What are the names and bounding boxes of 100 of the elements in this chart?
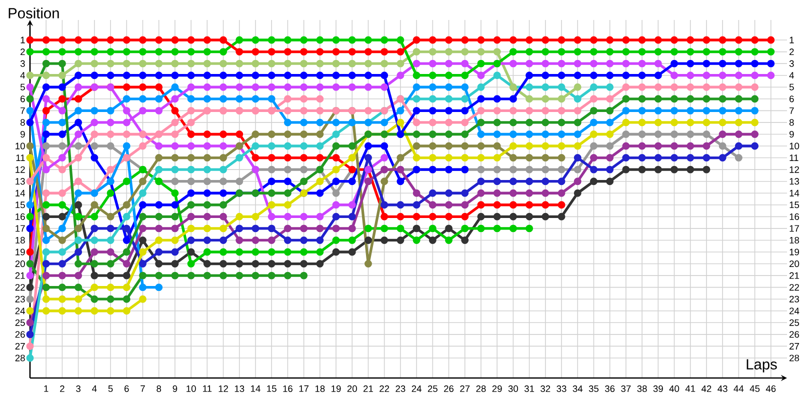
y2-tick-label: 16 xyxy=(790,213,800,220)
x-tick-label: 29 xyxy=(492,385,502,392)
y-tick-label: 6 xyxy=(20,96,25,102)
x-tick-label: 31 xyxy=(524,385,534,392)
y-tick-label: 9 xyxy=(20,130,25,138)
y2-tick-label: 2 xyxy=(790,48,794,56)
y-tick-label: 27 xyxy=(15,342,25,350)
x-tick-label: 11 xyxy=(203,385,212,392)
y2-tick-label: 20 xyxy=(790,260,800,268)
y2-tick-label: 28 xyxy=(790,354,800,362)
x-tick-label: 24 xyxy=(412,385,422,392)
y-tick-label: 19 xyxy=(16,248,25,256)
y-axis-title: Position xyxy=(8,8,59,18)
y-tick-label: 20 xyxy=(15,260,25,268)
x-tick-label: 10 xyxy=(186,385,196,392)
y-tick-label: 3 xyxy=(20,60,25,67)
x-tick-label: 38 xyxy=(637,385,647,392)
y2-tick-label: 8 xyxy=(789,119,794,126)
x-tick-label: 21 xyxy=(364,385,373,392)
x-tick-label: 46 xyxy=(766,385,776,392)
x-tick-label: 30 xyxy=(508,385,518,392)
x-tick-label: 17 xyxy=(299,385,309,392)
x-tick-label: 5 xyxy=(108,385,113,392)
y2-tick-label: 14 xyxy=(790,190,800,196)
x-tick-label: 39 xyxy=(653,385,663,392)
x-tick-label: 23 xyxy=(396,385,406,392)
y2-tick-label: 5 xyxy=(789,84,794,90)
y-tick-label: 21 xyxy=(15,272,25,279)
y-tick-label: 23 xyxy=(15,296,25,302)
x-tick-label: 40 xyxy=(669,385,680,392)
x-tick-label: 15 xyxy=(267,385,276,392)
y-tick-label: 11 xyxy=(16,154,25,161)
y-tick-label: 25 xyxy=(15,319,25,326)
x-tick-label: 35 xyxy=(588,385,599,392)
x-tick-label: 37 xyxy=(621,385,631,392)
x-tick-label: 13 xyxy=(234,385,244,392)
y2-tick-label: 25 xyxy=(790,319,800,326)
x-tick-label: 12 xyxy=(218,385,228,392)
x-tick-label: 28 xyxy=(476,385,486,392)
x-tick-label: 2 xyxy=(60,385,64,392)
y-tick-label: 8 xyxy=(20,119,25,126)
y2-tick-label: 7 xyxy=(790,107,794,114)
x-tick-label: 42 xyxy=(701,385,712,392)
y-tick-label: 4 xyxy=(20,72,26,79)
y2-tick-label: 6 xyxy=(790,96,794,102)
x-tick-label: 32 xyxy=(540,385,550,392)
y-tick-label: 26 xyxy=(15,331,25,338)
y2-tick-label: 13 xyxy=(790,178,800,185)
x-tick-label: 16 xyxy=(283,385,292,392)
x-axis-title: Laps xyxy=(746,359,777,372)
y2-tick-label: 23 xyxy=(790,296,800,302)
x-tick-label: 18 xyxy=(315,385,325,392)
y-tick-label: 28 xyxy=(15,354,25,362)
x-tick-label: 9 xyxy=(172,385,178,392)
x-tick-label: 25 xyxy=(428,385,438,392)
x-tick-label: 34 xyxy=(572,385,583,392)
y2-tick-label: 11 xyxy=(790,154,798,161)
x-tick-label: 8 xyxy=(156,385,162,392)
x-tick-label: 14 xyxy=(251,385,260,392)
y2-tick-label: 27 xyxy=(790,342,799,350)
y-tick-label: 10 xyxy=(16,142,25,150)
x-tick-label: 1 xyxy=(44,385,48,392)
x-tick-label: 45 xyxy=(750,385,760,392)
y2-tick-label: 12 xyxy=(790,166,799,173)
y-tick-label: 13 xyxy=(16,178,25,185)
y2-tick-label: 18 xyxy=(790,236,800,244)
x-tick-label: 41 xyxy=(685,385,696,392)
y2-tick-label: 10 xyxy=(790,142,800,150)
x-tick-label: 6 xyxy=(124,385,129,392)
x-tick-label: 43 xyxy=(718,385,728,392)
y2-tick-label: 19 xyxy=(790,248,799,256)
y-tick-label: 7 xyxy=(20,107,25,114)
y-tick-label: 17 xyxy=(16,225,25,232)
y2-tick-label: 22 xyxy=(790,284,799,291)
y2-tick-label: 3 xyxy=(789,60,794,67)
y2-tick-label: 4 xyxy=(789,72,794,79)
x-tick-label: 44 xyxy=(734,385,744,392)
y-tick-label: 15 xyxy=(16,202,25,208)
x-tick-label: 22 xyxy=(380,385,390,392)
y2-tick-label: 26 xyxy=(790,331,800,338)
x-tick-label: 19 xyxy=(332,385,341,392)
y-tick-label: 12 xyxy=(16,166,25,173)
y-tick-label: 2 xyxy=(20,48,25,56)
x-tick-label: 26 xyxy=(444,385,454,392)
y2-tick-label: 9 xyxy=(790,130,794,138)
y-tick-label: 1 xyxy=(20,36,25,44)
y-tick-label: 14 xyxy=(16,190,26,196)
y-tick-label: 24 xyxy=(15,308,26,314)
y-tick-label: 22 xyxy=(15,284,25,291)
y-tick-label: 18 xyxy=(16,236,25,244)
x-tick-label: 27 xyxy=(460,385,470,392)
y-tick-label: 16 xyxy=(16,213,25,220)
y2-tick-label: 1 xyxy=(790,36,794,44)
x-tick-label: 7 xyxy=(140,385,145,392)
x-tick-label: 3 xyxy=(76,385,80,392)
x-tick-label: 4 xyxy=(92,385,97,392)
y-tick-label: 5 xyxy=(20,84,25,90)
x-tick-label: 36 xyxy=(605,385,615,392)
y2-tick-label: 17 xyxy=(790,225,799,232)
y2-tick-label: 24 xyxy=(790,308,800,314)
